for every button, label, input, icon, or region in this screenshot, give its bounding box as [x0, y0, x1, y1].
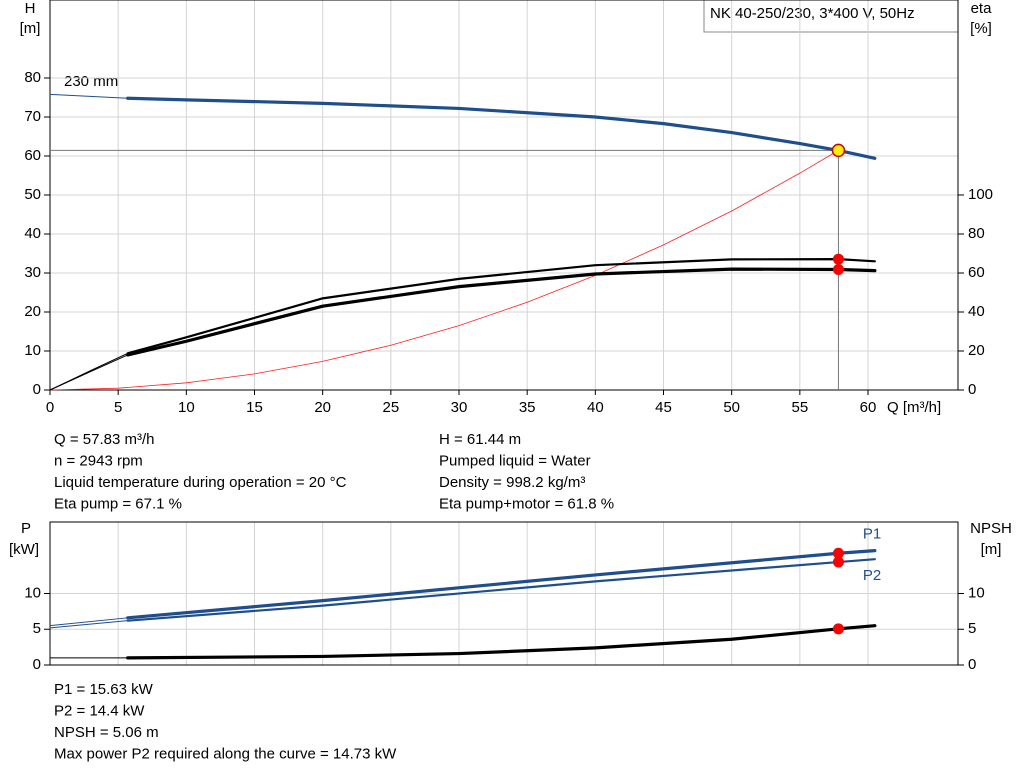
- y-unit: [kW]: [9, 541, 39, 558]
- x-tick-label: 0: [46, 399, 54, 416]
- annotation: 230 mm: [64, 73, 118, 90]
- x-label: Q [m³/h]: [887, 399, 941, 416]
- x-tick-label: 15: [246, 399, 263, 416]
- curve: [126, 96, 877, 160]
- y2-tick-label: 60: [968, 264, 985, 281]
- operating-point: [832, 253, 844, 265]
- y2-label: eta: [971, 0, 993, 17]
- y2-tick-label: 0: [968, 381, 976, 398]
- info-text: Eta pump = 67.1 %: [54, 495, 182, 512]
- series-label: P1: [863, 526, 881, 543]
- x-tick-label: 30: [451, 399, 468, 416]
- info-text: P1 = 15.63 kW: [54, 681, 154, 698]
- y-tick-label: 10: [24, 584, 41, 601]
- curve: [126, 558, 876, 622]
- x-tick-label: 10: [178, 399, 195, 416]
- operating-point: [831, 143, 846, 158]
- info-text: NPSH = 5.06 m: [54, 724, 159, 741]
- curve: [126, 624, 877, 660]
- curve: [126, 258, 876, 355]
- y-tick-label: 60: [24, 147, 41, 164]
- operating-point: [832, 263, 844, 275]
- info-text: H = 61.44 m: [439, 431, 521, 448]
- curve: [49, 354, 129, 391]
- y-tick-label: 40: [24, 225, 41, 242]
- y-tick-label: 70: [24, 108, 41, 125]
- x-tick-label: 50: [723, 399, 740, 416]
- operating-point: [832, 623, 844, 635]
- x-tick-label: 25: [382, 399, 399, 416]
- y2-tick-label: 20: [968, 342, 985, 359]
- y2-tick-label: 10: [968, 584, 985, 601]
- info-text: Liquid temperature during operation = 20…: [54, 474, 347, 491]
- y-label: P: [21, 520, 31, 537]
- y-unit: [m]: [20, 20, 41, 37]
- y-tick-label: 80: [24, 69, 41, 86]
- chart-title: NK 40-250/230, 3*400 V, 50Hz: [710, 5, 915, 22]
- x-tick-label: 40: [587, 399, 604, 416]
- y-tick-label: 0: [33, 381, 41, 398]
- y-tick-label: 5: [33, 620, 41, 637]
- curve: [49, 617, 129, 627]
- x-tick-label: 45: [655, 399, 672, 416]
- info-text: Pumped liquid = Water: [439, 452, 591, 469]
- y2-label: NPSH: [970, 520, 1012, 537]
- y-tick-label: 20: [24, 303, 41, 320]
- operating-point: [832, 556, 844, 568]
- y-tick-label: 30: [24, 264, 41, 281]
- x-tick-label: 5: [114, 399, 122, 416]
- info-text: Eta pump+motor = 61.8 %: [439, 495, 614, 512]
- y2-tick-label: 100: [968, 186, 993, 203]
- y-tick-label: 50: [24, 186, 41, 203]
- x-tick-label: 55: [792, 399, 809, 416]
- y-tick-label: 0: [33, 656, 41, 673]
- x-tick-label: 35: [519, 399, 536, 416]
- y2-tick-label: 5: [968, 620, 976, 637]
- info-text: n = 2943 rpm: [54, 452, 143, 469]
- title-box: [703, 0, 959, 33]
- info-text: Density = 998.2 kg/m³: [439, 474, 585, 491]
- operating-point: [832, 547, 844, 559]
- x-tick-label: 20: [314, 399, 331, 416]
- y2-tick-label: 0: [968, 656, 976, 673]
- curve: [126, 549, 877, 620]
- y2-tick-label: 80: [968, 225, 985, 242]
- curve: [49, 620, 129, 629]
- y2-unit: [m]: [981, 541, 1002, 558]
- x-tick-label: 60: [860, 399, 877, 416]
- info-text: P2 = 14.4 kW: [54, 702, 145, 719]
- curve: [49, 149, 839, 391]
- y2-unit: [%]: [970, 20, 992, 37]
- y2-tick-label: 40: [968, 303, 985, 320]
- curve: [49, 93, 129, 99]
- y-tick-label: 10: [24, 342, 41, 359]
- info-text: Max power P2 required along the curve = …: [54, 745, 397, 762]
- info-text: Q = 57.83 m³/h: [54, 431, 154, 448]
- series-label: P2: [863, 567, 881, 584]
- curve: [126, 267, 877, 357]
- y-label: H: [25, 0, 36, 17]
